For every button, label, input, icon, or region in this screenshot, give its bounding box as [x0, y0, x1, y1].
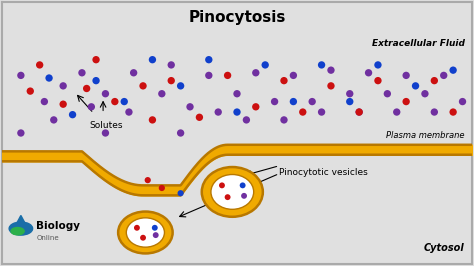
Point [130, 71, 137, 75]
Point [327, 68, 335, 72]
Point [224, 73, 231, 77]
Point [346, 99, 354, 104]
Point [205, 73, 213, 77]
Text: Plasma membrane: Plasma membrane [386, 131, 465, 140]
Ellipse shape [211, 174, 254, 209]
Point [440, 73, 447, 77]
Point [50, 118, 57, 122]
Point [59, 84, 67, 88]
Point [149, 57, 156, 62]
Point [280, 118, 288, 122]
Point [158, 186, 165, 190]
Point [290, 73, 297, 77]
Point [243, 118, 250, 122]
Point [393, 110, 401, 114]
Point [167, 63, 175, 67]
Ellipse shape [126, 218, 164, 247]
Text: Solutes: Solutes [89, 121, 122, 130]
Point [218, 183, 226, 188]
Point [151, 226, 159, 230]
Point [111, 99, 118, 104]
Point [167, 78, 175, 83]
Point [59, 102, 67, 106]
Point [383, 92, 391, 96]
Point [356, 110, 363, 114]
Point [69, 113, 76, 117]
Point [186, 105, 194, 109]
Point [290, 99, 297, 104]
Point [120, 99, 128, 104]
Point [17, 131, 25, 135]
Point [374, 63, 382, 67]
Point [327, 84, 335, 88]
Point [158, 92, 165, 96]
Point [88, 105, 95, 109]
Point [27, 89, 34, 93]
Point [346, 92, 354, 96]
Point [402, 73, 410, 77]
Point [299, 110, 307, 114]
Point [133, 226, 141, 230]
Text: Extracellular Fluid: Extracellular Fluid [372, 39, 465, 48]
Point [233, 92, 241, 96]
Point [318, 110, 325, 114]
Point [144, 178, 152, 182]
Ellipse shape [202, 167, 263, 217]
Point [139, 236, 147, 240]
Point [152, 233, 160, 237]
Point [459, 99, 466, 104]
Point [318, 63, 325, 67]
Point [233, 110, 241, 114]
Point [125, 110, 133, 114]
Point [412, 84, 419, 88]
Point [365, 71, 373, 75]
Point [101, 131, 109, 135]
Point [240, 194, 248, 198]
Point [214, 110, 222, 114]
Point [261, 63, 269, 67]
Point [402, 99, 410, 104]
Point [239, 183, 246, 188]
Point [252, 71, 260, 75]
Circle shape [9, 222, 33, 235]
Point [46, 76, 53, 80]
Point [309, 99, 316, 104]
Point [224, 195, 231, 199]
Point [17, 73, 25, 77]
Point [78, 71, 86, 75]
Point [280, 78, 288, 83]
Point [449, 68, 457, 72]
Point [177, 84, 184, 88]
Text: Cytosol: Cytosol [424, 243, 465, 253]
Point [177, 131, 184, 135]
Point [92, 78, 100, 83]
Polygon shape [14, 215, 28, 228]
Text: Biology: Biology [36, 221, 81, 231]
Text: Pinocytotic vesicles: Pinocytotic vesicles [279, 168, 368, 177]
Point [196, 115, 203, 119]
Point [139, 84, 147, 88]
Point [101, 92, 109, 96]
Point [41, 99, 48, 104]
Text: Pinocytosis: Pinocytosis [188, 10, 286, 25]
Point [374, 78, 382, 83]
Point [83, 86, 91, 91]
Point [205, 57, 213, 62]
Circle shape [11, 227, 24, 235]
Point [430, 78, 438, 83]
Point [356, 110, 363, 114]
Text: Online: Online [36, 235, 59, 241]
Point [177, 191, 184, 195]
Ellipse shape [118, 211, 173, 253]
Point [430, 110, 438, 114]
Point [252, 105, 260, 109]
Point [271, 99, 278, 104]
Point [421, 92, 428, 96]
Point [36, 63, 44, 67]
Point [149, 118, 156, 122]
Point [92, 57, 100, 62]
Point [449, 110, 457, 114]
